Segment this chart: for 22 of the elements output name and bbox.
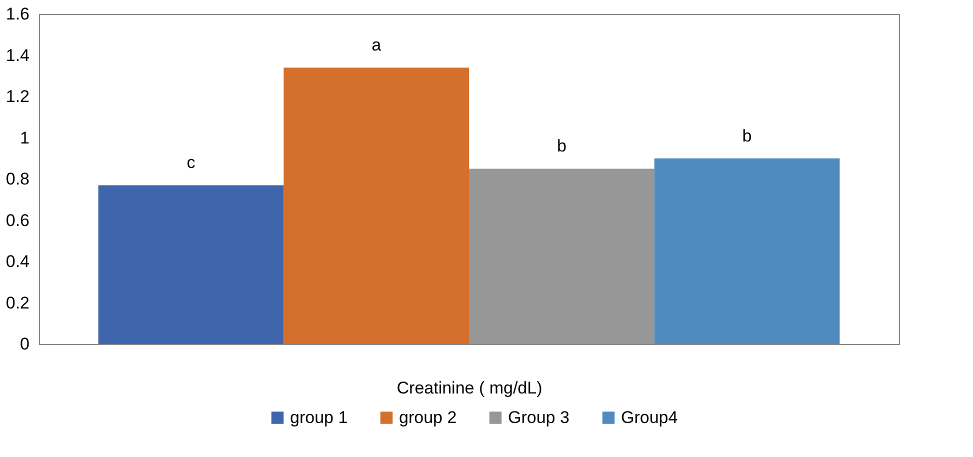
bar	[98, 185, 284, 344]
bar	[469, 168, 654, 344]
y-tick-label: 1.2	[6, 87, 30, 106]
legend-label: group 2	[399, 408, 457, 427]
y-tick-label: 0.4	[6, 252, 30, 271]
y-tick-label: 0	[20, 334, 30, 354]
legend-label: Group 3	[508, 408, 570, 427]
y-tick-label: 0.6	[6, 210, 30, 230]
y-tick-label: 0.2	[6, 293, 30, 312]
legend-label: Group4	[621, 408, 678, 427]
bar	[654, 158, 840, 344]
data-label: c	[186, 153, 196, 172]
data-label: a	[372, 36, 382, 55]
data-label: b	[742, 126, 752, 146]
y-tick-label: 1.4	[6, 46, 30, 65]
data-label: b	[556, 136, 566, 156]
legend-label: group 1	[290, 408, 348, 427]
y-tick-label: 0.8	[6, 170, 30, 188]
x-axis-title: Creatinine ( mg/dL)	[396, 378, 542, 398]
y-tick-label: 1	[20, 128, 30, 148]
bar	[284, 68, 469, 344]
y-tick-label: 1.6	[6, 4, 30, 24]
